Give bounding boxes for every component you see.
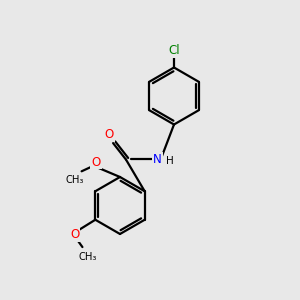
Text: CH₃: CH₃ <box>65 175 84 185</box>
Text: O: O <box>70 228 80 241</box>
Text: O: O <box>105 128 114 141</box>
Text: H: H <box>166 156 174 166</box>
Text: O: O <box>92 155 100 169</box>
Text: CH₃: CH₃ <box>79 252 97 262</box>
Text: Cl: Cl <box>168 44 180 57</box>
Text: N: N <box>153 152 162 166</box>
